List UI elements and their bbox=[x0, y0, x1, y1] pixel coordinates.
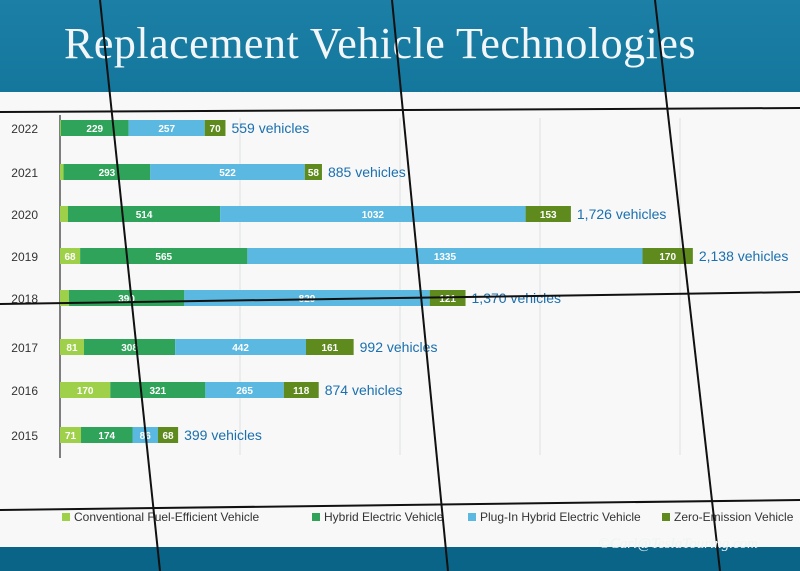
total-label: 559 vehicles bbox=[231, 120, 309, 136]
photo-credit: ©Carl@TeslaTouring.com bbox=[598, 536, 758, 552]
data-label: 565 bbox=[155, 252, 172, 263]
legend-label: Zero-Emission Vehicle bbox=[674, 510, 794, 524]
data-label: 170 bbox=[77, 386, 94, 397]
screen-seam-line bbox=[391, 0, 449, 571]
total-label: 1,726 vehicles bbox=[577, 206, 667, 222]
data-label: 442 bbox=[232, 343, 249, 354]
bar-segment bbox=[247, 248, 643, 264]
legend-swatch bbox=[62, 513, 70, 521]
data-label: 390 bbox=[118, 294, 135, 305]
data-label: 161 bbox=[321, 343, 338, 354]
data-label: 229 bbox=[86, 124, 103, 135]
screen-seam-line bbox=[0, 291, 800, 305]
bar-segment bbox=[283, 382, 319, 398]
data-label: 68 bbox=[162, 431, 174, 442]
data-label: 514 bbox=[136, 210, 153, 221]
bar-segment bbox=[67, 206, 221, 222]
y-tick-label: 2017 bbox=[11, 341, 38, 355]
total-label: 885 vehicles bbox=[328, 164, 406, 180]
legend-label: Hybrid Electric Vehicle bbox=[324, 510, 444, 524]
bar-segment bbox=[128, 120, 205, 136]
screen-seam-line bbox=[99, 0, 161, 571]
slide-title: Replacement Vehicle Technologies bbox=[64, 19, 696, 68]
bar-segment bbox=[60, 290, 69, 306]
data-label: 58 bbox=[308, 168, 320, 179]
data-label: 174 bbox=[98, 431, 115, 442]
bar-segment bbox=[157, 427, 179, 443]
data-label: 1032 bbox=[362, 210, 385, 221]
bar-segment bbox=[83, 339, 176, 355]
bar-segment bbox=[60, 382, 111, 398]
y-tick-label: 2021 bbox=[11, 166, 38, 180]
y-tick-label: 2015 bbox=[11, 429, 38, 443]
bar-segment bbox=[60, 120, 61, 136]
data-label: 71 bbox=[65, 431, 77, 442]
bar-segment bbox=[642, 248, 693, 264]
data-label: 265 bbox=[236, 386, 253, 397]
data-label: 257 bbox=[158, 124, 175, 135]
bar-segment bbox=[184, 290, 430, 306]
bar-segment bbox=[150, 164, 305, 180]
bar-segment bbox=[60, 339, 84, 355]
y-tick-label: 2022 bbox=[11, 122, 38, 136]
data-label: 522 bbox=[219, 168, 236, 179]
bar-segment bbox=[175, 339, 306, 355]
bar-segment bbox=[205, 382, 284, 398]
bar-segment bbox=[220, 206, 526, 222]
screen-seam-line bbox=[654, 0, 721, 571]
data-label: 1335 bbox=[434, 252, 457, 263]
legend-swatch bbox=[662, 513, 670, 521]
bar-segment bbox=[305, 339, 354, 355]
y-tick-label: 2018 bbox=[11, 292, 38, 306]
bar-segment bbox=[60, 248, 81, 264]
y-tick-label: 2019 bbox=[11, 250, 38, 264]
y-tick-label: 2016 bbox=[11, 384, 38, 398]
data-label: 121 bbox=[439, 294, 456, 305]
bar-segment bbox=[204, 120, 226, 136]
legend-label: Plug-In Hybrid Electric Vehicle bbox=[480, 510, 641, 524]
data-label: 321 bbox=[149, 386, 166, 397]
bar-segment bbox=[60, 206, 68, 222]
bar-segment bbox=[110, 382, 206, 398]
total-label: 992 vehicles bbox=[360, 339, 438, 355]
legend-label: Conventional Fuel-Efficient Vehicle bbox=[74, 510, 260, 524]
data-label: 68 bbox=[65, 252, 77, 263]
bar-segment bbox=[81, 427, 133, 443]
bar-segment bbox=[60, 164, 64, 180]
legend-swatch bbox=[312, 513, 320, 521]
bar-segment bbox=[63, 164, 151, 180]
data-label: 118 bbox=[293, 386, 310, 397]
bar-segment bbox=[60, 120, 129, 136]
legend-swatch bbox=[468, 513, 476, 521]
total-label: 2,138 vehicles bbox=[699, 248, 789, 264]
data-label: 170 bbox=[659, 252, 676, 263]
bar-segment bbox=[60, 427, 82, 443]
data-label: 308 bbox=[121, 343, 138, 354]
screen-seam-line bbox=[0, 107, 800, 113]
total-label: 399 vehicles bbox=[184, 427, 262, 443]
bar-segment bbox=[525, 206, 571, 222]
bar-segment bbox=[80, 248, 248, 264]
total-label: 1,370 vehicles bbox=[472, 290, 562, 306]
data-label: 153 bbox=[540, 210, 557, 221]
y-tick-label: 2020 bbox=[11, 208, 38, 222]
total-label: 874 vehicles bbox=[325, 382, 403, 398]
data-label: 293 bbox=[99, 168, 116, 179]
data-label: 81 bbox=[66, 343, 78, 354]
data-label: 70 bbox=[210, 124, 222, 135]
screen-seam-line bbox=[0, 499, 800, 511]
bar-segment bbox=[304, 164, 322, 180]
